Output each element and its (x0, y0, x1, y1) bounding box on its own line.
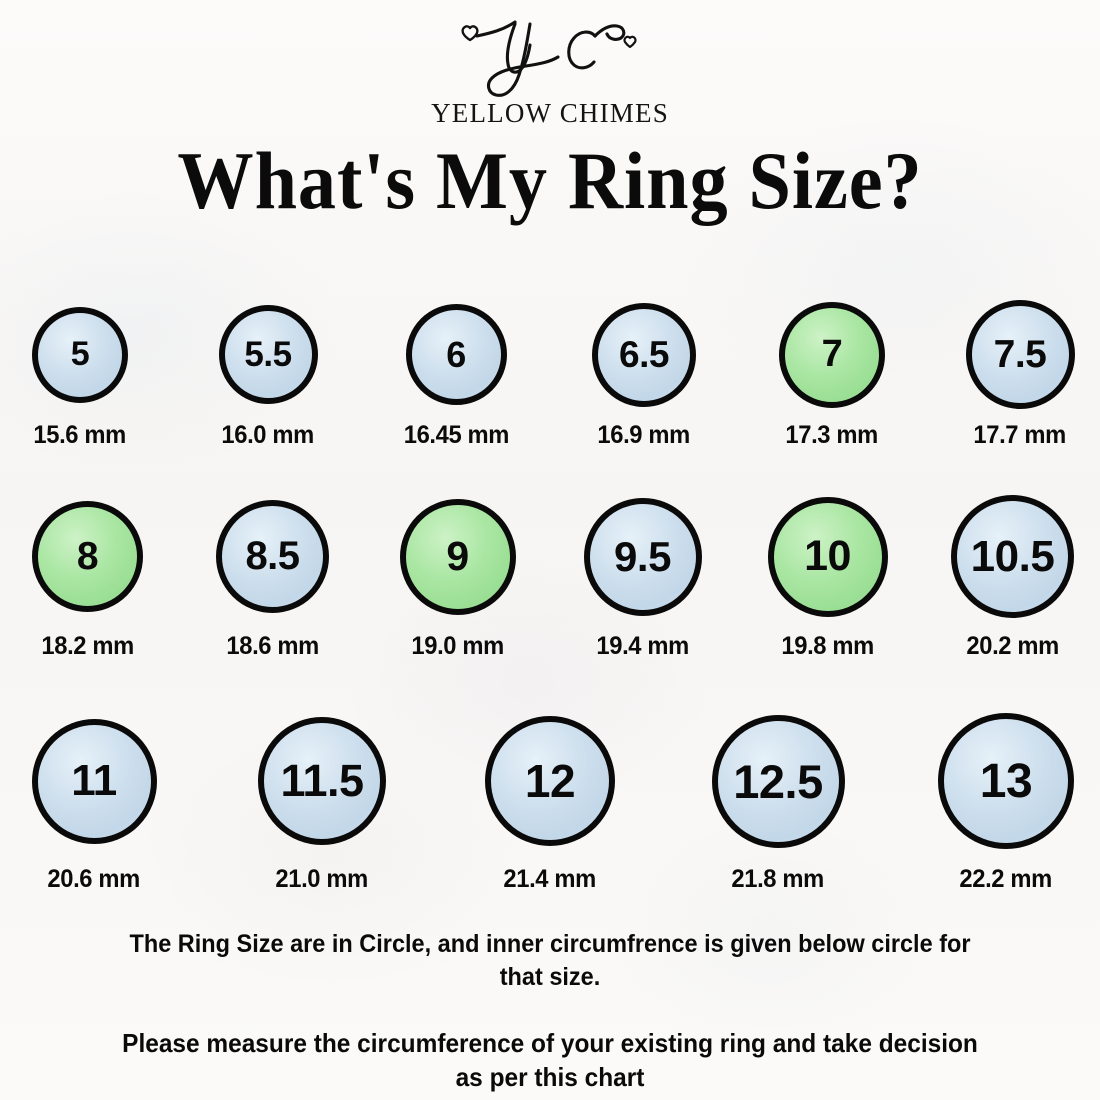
ring-size-cell: 6.5 16.9 mm (564, 300, 724, 450)
ring-size-mm-label: 18.2 mm (41, 632, 134, 660)
ring-size-circle-6-5[interactable]: 6.5 (592, 302, 696, 407)
ring-size-circle-wrapper: 11 (31, 713, 157, 849)
ring-size-circle-9[interactable]: 9 (399, 498, 516, 615)
size-row-2: 8 18.2 mm 8.5 18.6 mm 9 19.0 mm 9.5 19.4 mm 10 19… (0, 495, 1100, 661)
brand-name: YELLOW CHIMES (431, 98, 669, 128)
ring-size-cell: 8.5 18.6 mm (191, 495, 354, 661)
ring-size-circle-13[interactable]: 13 (938, 713, 1074, 849)
ring-size-circle-wrapper: 6.5 (592, 300, 696, 409)
ring-size-cell: 12 21.4 mm (456, 713, 644, 894)
ring-size-circle-wrapper: 5.5 (218, 300, 318, 409)
ring-size-mm-label: 17.7 mm (973, 421, 1067, 449)
ring-size-circle-wrapper: 7 (779, 300, 885, 409)
ring-size-cell: 5.5 16.0 mm (188, 300, 348, 450)
ring-size-circle-wrapper: 8.5 (216, 495, 329, 618)
ring-size-mm-label: 20.6 mm (47, 865, 141, 893)
ring-size-circle-7-5[interactable]: 7.5 (965, 300, 1075, 409)
ring-size-cell: 5 15.6 mm (0, 300, 160, 450)
ring-size-circle-8[interactable]: 8 (32, 501, 143, 612)
ring-size-circle-12[interactable]: 12 (485, 716, 615, 846)
ring-size-mm-label: 19.8 mm (781, 632, 874, 660)
ring-size-cell: 11.5 21.0 mm (228, 713, 416, 894)
ring-size-circle-wrapper: 8 (32, 495, 143, 618)
ring-size-circle-8-5[interactable]: 8.5 (216, 500, 329, 613)
ring-size-mm-label: 16.45 mm (403, 421, 509, 449)
ring-size-cell: 9.5 19.4 mm (561, 495, 724, 661)
ring-size-mm-label: 16.9 mm (597, 421, 691, 449)
ring-size-circle-wrapper: 13 (938, 713, 1074, 849)
ring-size-circle-7[interactable]: 7 (779, 301, 885, 408)
ring-size-circle-6[interactable]: 6 (405, 304, 507, 405)
ring-size-circle-9-5[interactable]: 9.5 (583, 497, 702, 616)
ring-size-mm-label: 19.0 mm (411, 632, 504, 660)
ring-size-cell: 9 19.0 mm (376, 495, 539, 661)
ring-size-circle-5-5[interactable]: 5.5 (218, 305, 318, 404)
ring-size-circle-wrapper: 12.5 (711, 713, 845, 849)
ring-size-cell: 7.5 17.7 mm (940, 300, 1100, 450)
ring-size-mm-label: 22.2 mm (959, 865, 1053, 893)
ring-size-mm-label: 20.2 mm (966, 632, 1059, 660)
ring-size-circle-wrapper: 7.5 (965, 300, 1075, 409)
ring-size-circle-12-5[interactable]: 12.5 (711, 714, 845, 848)
ring-size-circle-wrapper: 9.5 (583, 495, 702, 618)
ring-size-mm-label: 16.0 mm (221, 421, 315, 449)
size-row-1: 5 15.6 mm 5.5 16.0 mm 6 16.45 mm 6.5 16.9 mm 7 17… (0, 300, 1100, 450)
ring-size-cell: 11 20.6 mm (0, 713, 188, 894)
ring-size-cell: 13 22.2 mm (912, 713, 1100, 894)
page-title: What's My Ring Size? (177, 135, 923, 226)
size-row-3: 11 20.6 mm 11.5 21.0 mm 12 21.4 mm 12.5 21.8 mm… (0, 713, 1100, 894)
ring-size-cell: 12.5 21.8 mm (684, 713, 872, 894)
note-ring-size-explanation: The Ring Size are in Circle, and inner c… (129, 930, 971, 991)
ring-size-cell: 8 18.2 mm (6, 495, 169, 661)
ring-size-mm-label: 21.0 mm (275, 865, 369, 893)
ring-size-circle-10-5[interactable]: 10.5 (951, 495, 1074, 618)
ring-size-mm-label: 21.4 mm (503, 865, 597, 893)
ring-size-circle-10[interactable]: 10 (767, 496, 888, 617)
yc-script-monogram-icon (461, 20, 637, 97)
ring-size-circle-11[interactable]: 11 (31, 718, 157, 844)
ring-size-mm-label: 17.3 mm (785, 421, 879, 449)
ring-size-circle-5[interactable]: 5 (32, 306, 128, 403)
ring-size-mm-label: 18.6 mm (226, 632, 319, 660)
ring-size-mm-label: 21.8 mm (731, 865, 825, 893)
ring-size-circle-wrapper: 10.5 (951, 495, 1074, 618)
ring-size-circle-wrapper: 5 (32, 300, 128, 409)
ring-size-circle-wrapper: 10 (767, 495, 888, 618)
ring-size-circle-wrapper: 9 (399, 495, 516, 618)
ring-size-circle-wrapper: 6 (405, 300, 507, 409)
ring-size-circle-wrapper: 11.5 (258, 713, 386, 849)
ring-size-cell: 10.5 20.2 mm (931, 495, 1094, 661)
ring-size-mm-label: 19.4 mm (596, 632, 689, 660)
ring-size-cell: 10 19.8 mm (746, 495, 909, 661)
ring-size-circle-wrapper: 12 (485, 713, 615, 849)
note-measure-instruction: Please measure the circumference of your… (122, 1028, 978, 1093)
brand-header: YELLOW CHIMES (0, 6, 1100, 129)
ring-size-cell: 7 17.3 mm (752, 300, 912, 450)
ring-size-mm-label: 15.6 mm (33, 421, 127, 449)
ring-size-circle-11-5[interactable]: 11.5 (258, 717, 386, 845)
ring-size-cell: 6 16.45 mm (376, 300, 536, 450)
